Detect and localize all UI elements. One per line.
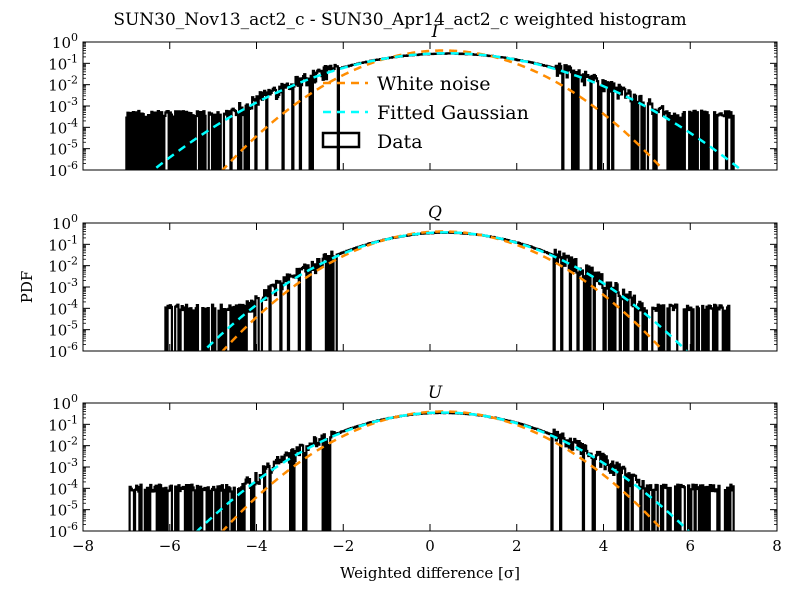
y-tick-label: 10-1 <box>48 233 78 254</box>
y-tick-label: 10-5 <box>48 499 78 520</box>
x-tick-label: 4 <box>599 537 609 555</box>
y-tick-label: 10-2 <box>48 74 78 95</box>
fitted-gaussian-curve-i <box>151 52 744 170</box>
x-tick-label: −8 <box>72 537 94 555</box>
y-tick-label: 10-2 <box>48 435 78 456</box>
fitted-gaussian-curve-q <box>201 231 689 351</box>
y-tick-label: 10-3 <box>48 456 78 477</box>
y-tick-label: 100 <box>52 212 78 233</box>
legend-label-1: Fitted Gaussian <box>377 102 529 124</box>
y-tick-label: 10-3 <box>48 95 78 116</box>
y-tick-label: 100 <box>52 31 78 52</box>
y-tick-label: 10-1 <box>48 413 78 434</box>
y-tick-label: 10-2 <box>48 255 78 276</box>
plot-area-q <box>164 230 731 351</box>
panel-title-q: Q <box>428 203 442 223</box>
x-axis-label: Weighted difference [σ] <box>340 564 520 582</box>
y-tick-label: 10-5 <box>48 319 78 340</box>
legend-label-0: White noise <box>377 73 491 95</box>
data-histogram-u <box>128 411 735 531</box>
fitted-gaussian-curve-u <box>195 411 691 531</box>
plot-area-i <box>125 49 744 170</box>
plot-area-u <box>128 410 735 531</box>
x-tick-label: −6 <box>159 537 181 555</box>
y-tick-label: 10-3 <box>48 276 78 297</box>
legend-label-2: Data <box>377 131 423 153</box>
x-tick-label: 8 <box>772 537 782 555</box>
data-histogram-q <box>164 231 731 351</box>
x-tick-label: −2 <box>332 537 354 555</box>
y-tick-label: 10-4 <box>48 116 78 137</box>
y-tick-label: 10-1 <box>48 52 78 73</box>
y-tick-label: 10-6 <box>48 340 78 361</box>
legend: White noise Fitted Gaussian Data <box>321 73 529 153</box>
figure-title: SUN30_Nov13_act2_c - SUN30_Apr14_act2_c … <box>113 10 686 30</box>
y-tick-label: 10-4 <box>48 477 78 498</box>
y-tick-label: 100 <box>52 392 78 413</box>
panel-title-i: I <box>431 22 439 42</box>
x-tick-label: 2 <box>512 537 522 555</box>
y-axis-label: PDF <box>18 271 36 304</box>
x-tick-label: 6 <box>685 537 695 555</box>
legend-swatch-2 <box>321 131 361 149</box>
x-tick-label: 0 <box>425 537 435 555</box>
x-tick-label: −4 <box>245 537 267 555</box>
y-tick-label: 10-6 <box>48 159 78 180</box>
y-tick-label: 10-4 <box>48 297 78 318</box>
y-tick-label: 10-5 <box>48 138 78 159</box>
panel-title-u: U <box>428 383 443 403</box>
